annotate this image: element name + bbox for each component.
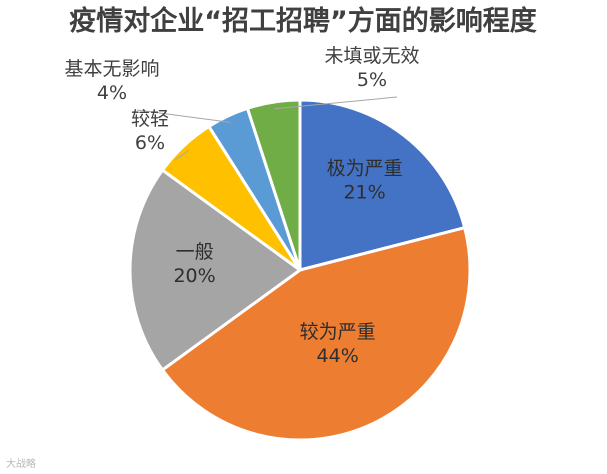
pie-slice bbox=[128, 168, 302, 372]
slice-percent-label: 4% bbox=[97, 82, 127, 104]
slice-percent-label: 20% bbox=[173, 265, 215, 287]
chart-title: 疫情对企业“招工招聘”方面的影响程度 bbox=[69, 5, 537, 37]
slice-label: 一般 bbox=[176, 241, 214, 263]
leader-lines bbox=[136, 96, 398, 161]
slice-label: 基本无影响 bbox=[64, 58, 159, 80]
slice-label: 未填或无效 bbox=[324, 45, 419, 67]
leader-line bbox=[274, 96, 398, 110]
slice-percent-label: 6% bbox=[135, 132, 165, 154]
pie-slice bbox=[298, 98, 467, 272]
slice-percent-label: 5% bbox=[357, 69, 387, 91]
leader-line bbox=[174, 150, 189, 161]
slice-percent-label: 44% bbox=[317, 345, 359, 367]
watermark: 大战略 bbox=[6, 459, 36, 470]
slice-percent-label: 21% bbox=[343, 182, 385, 204]
pie-slices bbox=[128, 98, 472, 442]
pie-slice bbox=[245, 98, 302, 272]
slice-label: 较为严重 bbox=[300, 321, 376, 343]
pie-slice bbox=[160, 226, 472, 442]
slice-label: 较轻 bbox=[131, 108, 169, 130]
slice-label: 极为严重 bbox=[327, 158, 403, 180]
leader-line bbox=[136, 109, 231, 123]
